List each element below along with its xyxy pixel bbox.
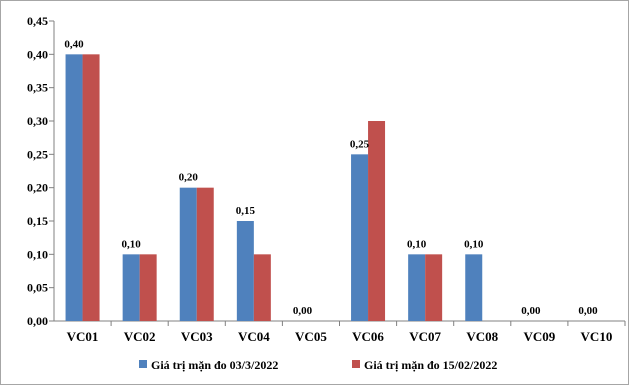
y-tick-label: 0,35 [27, 81, 48, 95]
category-label-vc01: VC01 [67, 329, 99, 344]
category-label-vc05: VC05 [295, 329, 327, 344]
data-label-vc10: 0,00 [578, 305, 598, 317]
bar-series2-vc01 [82, 54, 100, 321]
data-label-vc09: 0,00 [521, 305, 541, 317]
bar-series2-vc06 [368, 121, 386, 321]
bar-series1-vc07 [408, 254, 426, 321]
data-label-vc06: 0,25 [350, 138, 370, 150]
bar-series2-vc07 [425, 254, 443, 321]
legend-swatch-series2 [352, 360, 360, 368]
data-label-vc01: 0,40 [64, 38, 84, 50]
bars [65, 54, 483, 321]
legend-label-series1: Giá trị mặn đo 03/3/2022 [151, 358, 278, 372]
data-label-vc03: 0,20 [179, 172, 199, 184]
y-tick-label: 0,15 [27, 214, 48, 228]
data-label-vc02: 0,10 [122, 238, 142, 250]
data-label-vc08: 0,10 [464, 238, 484, 250]
data-label-vc04: 0,15 [236, 205, 256, 217]
bar-series1-vc06 [351, 154, 369, 321]
y-tick-label: 0,05 [27, 281, 48, 295]
y-tick-label: 0,10 [27, 247, 48, 261]
bar-series2-vc02 [139, 254, 157, 321]
y-tick-label: 0,25 [27, 147, 48, 161]
bar-series1-vc01 [65, 54, 83, 321]
category-label-vc07: VC07 [409, 329, 441, 344]
legend-swatch-series1 [139, 360, 147, 368]
legend: Giá trị mặn đo 03/3/2022 Giá trị mặn đo 1… [139, 358, 497, 372]
y-ticks: 0,00 0,05 0,10 0,15 0,20 0,25 0,30 0,35 0,40 0,45 [27, 14, 54, 328]
y-tick-label: 0,45 [27, 14, 48, 28]
category-label-vc02: VC02 [124, 329, 156, 344]
bar-series1-vc04 [236, 221, 254, 321]
bar-series1-vc08 [465, 254, 483, 321]
category-label-vc08: VC08 [466, 329, 498, 344]
category-label-vc04: VC04 [238, 329, 270, 344]
category-label-vc03: VC03 [181, 329, 213, 344]
category-label-vc06: VC06 [352, 329, 384, 344]
data-label-vc07: 0,10 [407, 238, 427, 250]
category-label-vc09: VC09 [523, 329, 555, 344]
bar-series1-vc03 [179, 187, 197, 321]
category-label-vc10: VC10 [581, 329, 613, 344]
bar-series2-vc04 [253, 254, 271, 321]
data-labels: 0,40 0,10 0,20 0,15 0,00 0,25 0,10 0,10 0,00 0,00 [64, 38, 598, 317]
y-tick-label: 0,20 [27, 181, 48, 195]
y-tick-label: 0,00 [27, 314, 48, 328]
legend-label-series2: Giá trị mặn đo 15/02/2022 [364, 358, 497, 372]
y-tick-label: 0,40 [27, 47, 48, 61]
y-tick-label: 0,30 [27, 114, 48, 128]
bar-series2-vc03 [196, 187, 214, 321]
category-labels: VC01 VC02 VC03 VC04 VC05 VC06 VC07 VC08 VC09 VC10 [67, 321, 626, 344]
data-label-vc05: 0,00 [293, 305, 313, 317]
bar-series1-vc02 [122, 254, 140, 321]
